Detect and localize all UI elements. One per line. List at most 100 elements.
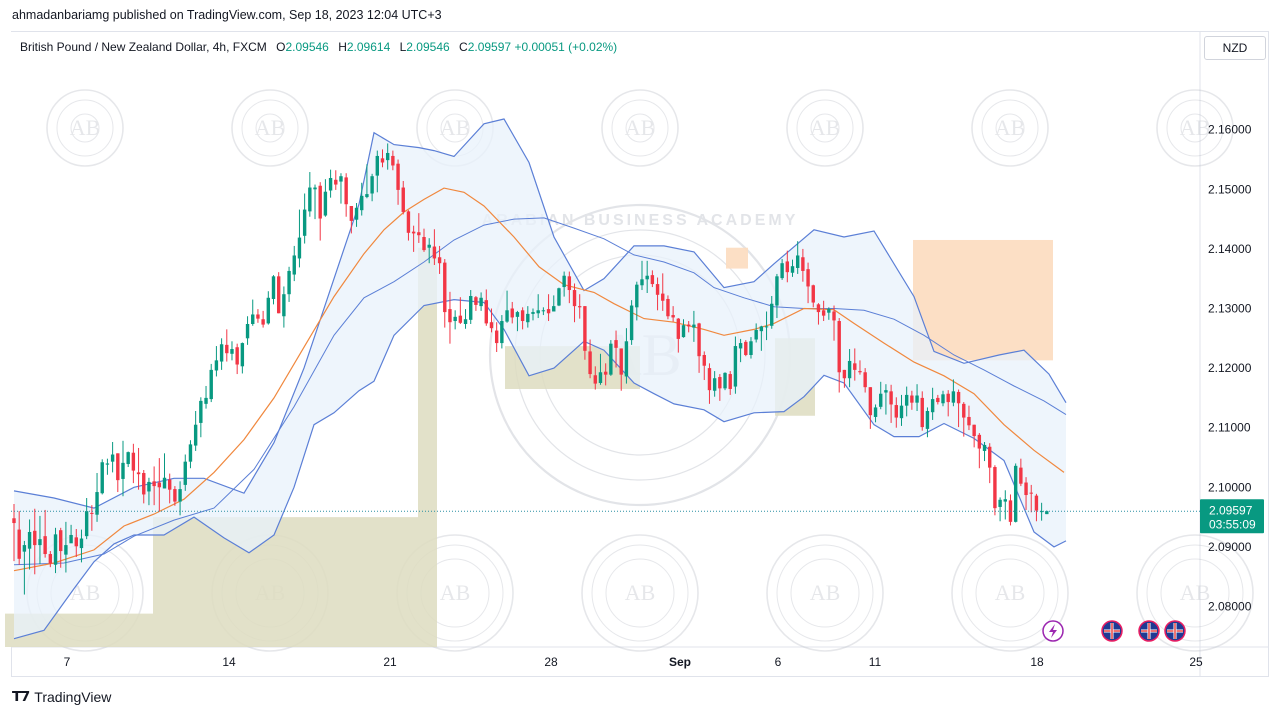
candle-body (858, 371, 862, 373)
candle-bullish (240, 342, 245, 374)
candle-body (375, 155, 379, 176)
candle-bullish (645, 260, 649, 294)
candle-bullish (640, 260, 644, 291)
watermark-ring (1160, 558, 1230, 628)
price-axis-label: 2.15000 (1208, 182, 1252, 196)
candle-body (754, 329, 758, 340)
candle-bullish (162, 453, 167, 489)
candle-bullish (209, 363, 213, 403)
candle-bullish (110, 441, 115, 473)
candle-bearish (546, 294, 551, 322)
time-axis-label: 11 (869, 655, 882, 669)
supply-zone (913, 239, 1053, 361)
event-marker-energy[interactable] (1042, 620, 1064, 642)
candle-bullish (79, 529, 84, 563)
candle-bearish (17, 511, 21, 565)
candle-body (266, 297, 271, 324)
candle-body (251, 314, 255, 325)
watermark-seal: AB (231, 89, 309, 167)
candle-bearish (614, 330, 618, 368)
candle-bearish (256, 309, 260, 323)
candle-bearish (666, 295, 670, 320)
watermark-ring (995, 113, 1025, 143)
candle-bullish (629, 300, 634, 345)
candle-bearish (43, 509, 47, 558)
candle-body (443, 262, 447, 313)
watermark-initials: AB (625, 115, 656, 140)
watermark-initials: AB (440, 580, 471, 605)
high-label: H (338, 40, 347, 54)
candle-body (1029, 492, 1033, 494)
candle-body (162, 477, 167, 489)
candle-body (692, 324, 696, 328)
candle-body (1019, 467, 1023, 484)
event-marker-uk[interactable] (1101, 620, 1123, 642)
candle-bullish (899, 394, 904, 426)
bar-countdown: 03:55:09 (1209, 517, 1256, 531)
candle-bullish (749, 337, 753, 359)
candle-body (152, 481, 156, 487)
candle-bullish (199, 397, 203, 438)
candle-bearish (583, 306, 587, 360)
candle-body (422, 236, 426, 251)
candle-bearish (894, 397, 898, 428)
event-marker-uk[interactable] (1164, 620, 1186, 642)
candle-body (396, 163, 400, 190)
candle-bullish (282, 286, 286, 328)
watermark-initials: AB (625, 580, 656, 605)
candle-bearish (344, 173, 348, 217)
candle-bullish (105, 458, 110, 475)
candle-bullish (193, 411, 198, 451)
symbol-name[interactable]: British Pound / New Zealand Dollar, 4h, … (20, 40, 267, 54)
candle-body (33, 530, 37, 546)
watermark-initials: AB (995, 115, 1026, 140)
watermark-seal: AB (951, 534, 1069, 652)
candle-body (998, 499, 1002, 507)
candle-body (84, 511, 89, 537)
candle-body (904, 394, 909, 406)
candle-bearish (157, 458, 162, 512)
low-value: 2.09546 (406, 40, 450, 54)
candle-body (131, 452, 136, 471)
candle-body (738, 343, 743, 349)
candle-bearish (697, 322, 701, 373)
candle-body (214, 360, 219, 371)
last-price-tag[interactable] (1200, 499, 1264, 534)
watermark-ring (440, 113, 470, 143)
candle-bullish (790, 259, 795, 277)
candle-bullish (479, 292, 483, 311)
candle-bearish (811, 284, 815, 308)
candle-body (178, 489, 182, 502)
candle-bullish (609, 340, 613, 376)
watermark-ring (1166, 99, 1224, 157)
candle-bullish (598, 353, 603, 385)
candle-body (313, 187, 317, 190)
candle-bearish (676, 318, 681, 353)
candle-bearish (437, 245, 442, 274)
currency-badge[interactable]: NZD (1204, 36, 1266, 60)
candle-body (629, 305, 634, 341)
candle-bullish (526, 306, 530, 328)
candle-body (718, 377, 722, 389)
candle-body (759, 326, 764, 332)
tradingview-brand[interactable]: 𝗧𝟳 TradingView (12, 688, 111, 705)
candle-bullish (505, 290, 509, 323)
candle-bullish (723, 372, 727, 391)
candle-body (385, 152, 390, 161)
candle-body (546, 309, 551, 314)
watermark-initials: AB (255, 115, 286, 140)
candle-body (27, 531, 32, 549)
publish-caption: ahmadanbariamg published on TradingView.… (12, 8, 442, 22)
candle-bearish (422, 228, 426, 252)
candle-body (764, 326, 769, 328)
candle-body (48, 554, 53, 564)
event-marker-uk[interactable] (1138, 620, 1160, 642)
watermark-ring (591, 544, 689, 642)
candle-body (749, 341, 753, 355)
candle-body (500, 321, 504, 344)
candle-body (349, 206, 354, 221)
time-axis-label: 18 (1030, 655, 1044, 669)
candle-bearish (1029, 484, 1033, 513)
watermark-ring (46, 89, 124, 167)
